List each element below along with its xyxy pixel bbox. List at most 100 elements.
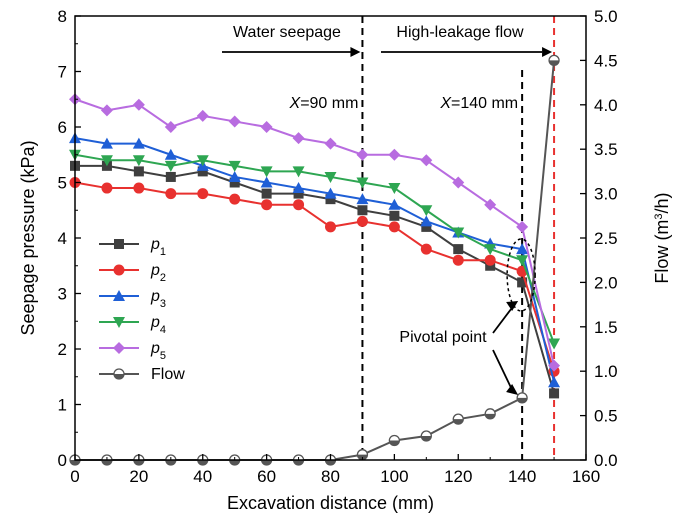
legend-label-main: p xyxy=(150,288,160,305)
series-p2 xyxy=(69,177,560,377)
point-p5-100 xyxy=(388,148,401,161)
series-line-p3 xyxy=(74,137,556,383)
point-flow-150 xyxy=(548,54,560,67)
legend-item-p1: p1 xyxy=(99,236,166,258)
label-water-seepage: Water seepage xyxy=(233,24,341,41)
point-p2-90 xyxy=(356,215,368,227)
point-flow-30-fill xyxy=(165,460,176,465)
series-line-p1 xyxy=(75,164,556,394)
legend-item-p2: p2 xyxy=(99,262,166,284)
pivot-arrow-down-shaft xyxy=(492,349,513,391)
point-p3-20 xyxy=(132,137,145,149)
legend-marker xyxy=(113,368,125,380)
x-tick-label: 20 xyxy=(129,467,148,486)
vline-label-value: =140 mm xyxy=(451,95,518,112)
point-p4-80 xyxy=(324,171,337,183)
point-p4-30 xyxy=(164,160,177,172)
point-p5-50 xyxy=(228,115,241,128)
series-p5 xyxy=(69,93,561,372)
x-tick-label: 80 xyxy=(321,467,340,486)
point-p5-20 xyxy=(132,98,145,111)
legend-item-p4: p4 xyxy=(99,314,166,336)
point-p2-120 xyxy=(452,254,464,266)
point-flow-60-fill xyxy=(261,460,272,465)
x-tick-label: 60 xyxy=(257,467,276,486)
point-p5-30 xyxy=(164,121,177,133)
y-right-tick-label: 0.5 xyxy=(594,407,618,426)
point-p4-100 xyxy=(388,183,401,195)
series-p3 xyxy=(69,132,561,388)
point-p3-30 xyxy=(164,148,177,160)
legend-label: p5 xyxy=(150,340,166,362)
legend-label: Flow xyxy=(151,366,185,383)
point-p1-60 xyxy=(261,188,272,199)
pivotal-ellipse xyxy=(506,238,536,312)
y-axis-right-title-sup: 3 xyxy=(653,213,665,219)
legend-label-main: p xyxy=(150,262,160,279)
y-left-tick-label: 6 xyxy=(58,118,67,137)
point-p4-150 xyxy=(548,338,561,350)
point-p4-20 xyxy=(132,155,145,167)
y-left-tick-label: 2 xyxy=(58,340,67,359)
arrow-water-seepage-head xyxy=(350,47,361,57)
vline-label-var: X xyxy=(289,95,302,112)
point-flow-120-fill xyxy=(453,419,464,425)
legend-label: p3 xyxy=(150,288,166,310)
y-left-tick-label: 0 xyxy=(58,451,67,470)
y-left-tick-label: 1 xyxy=(58,396,67,415)
y-axis-right-title-suffix: /h) xyxy=(652,192,672,213)
y-right-tick-label: 3.0 xyxy=(594,185,618,204)
point-p4-60 xyxy=(260,166,273,178)
legend-item-p5: p5 xyxy=(99,340,166,362)
point-p2-20 xyxy=(133,182,145,194)
point-p3-60 xyxy=(260,176,273,188)
point-flow-110 xyxy=(420,430,432,442)
point-p3-110 xyxy=(420,215,433,227)
legend-label-sub: 4 xyxy=(160,324,166,336)
point-p2-50 xyxy=(229,193,241,205)
legend-label-sub: 5 xyxy=(160,350,166,362)
legend-marker xyxy=(113,264,125,276)
legend-label: p1 xyxy=(150,236,166,258)
y-right-tick-label: 2.5 xyxy=(594,229,618,248)
legend-label-sub: 1 xyxy=(160,246,166,258)
series-p1 xyxy=(70,160,560,399)
y-axis-right-title-prefix: Flow (m xyxy=(652,220,672,284)
y-axis-left-title: Seepage pressure (kPa) xyxy=(18,140,38,335)
y-right-tick-label: 5.0 xyxy=(594,7,618,26)
point-p4-70 xyxy=(292,166,305,178)
point-p1-30 xyxy=(165,171,176,182)
y-right-tick-label: 1.5 xyxy=(594,318,618,337)
point-p5-90 xyxy=(356,148,369,161)
x-tick-label: 0 xyxy=(70,467,79,486)
point-p5-40 xyxy=(196,109,209,122)
point-p1-110 xyxy=(421,221,432,232)
x-tick-label: 140 xyxy=(508,467,536,486)
point-flow-130 xyxy=(484,408,496,420)
vline-label-value: =90 mm xyxy=(300,95,358,112)
point-p5-120 xyxy=(452,176,465,189)
point-flow-100-fill xyxy=(389,440,400,446)
y-left-tick-label: 5 xyxy=(58,174,67,193)
point-p4-130 xyxy=(484,244,497,256)
x-tick-label: 120 xyxy=(444,467,472,486)
y-left-tick-label: 4 xyxy=(58,229,67,248)
legend-label-sub: 2 xyxy=(160,272,166,284)
legend-item-p3: p3 xyxy=(99,288,166,310)
y-left-tick-label: 7 xyxy=(58,63,67,82)
series-line-p5 xyxy=(74,98,556,366)
point-p1-130 xyxy=(485,260,496,271)
point-p4-90 xyxy=(356,177,369,189)
point-flow-140 xyxy=(516,392,528,404)
legend-label-main: p xyxy=(150,340,160,357)
y-left-tick-label: 8 xyxy=(58,7,67,26)
legend-item-flow: Flow xyxy=(99,366,185,383)
y-right-tick-label: 4.5 xyxy=(594,51,618,70)
legend-label-sub: 3 xyxy=(160,298,166,310)
point-flow-50-fill xyxy=(229,460,240,465)
legend-label-main: p xyxy=(150,314,160,331)
point-flow-20-fill xyxy=(133,460,144,465)
point-p5-150 xyxy=(548,359,561,372)
